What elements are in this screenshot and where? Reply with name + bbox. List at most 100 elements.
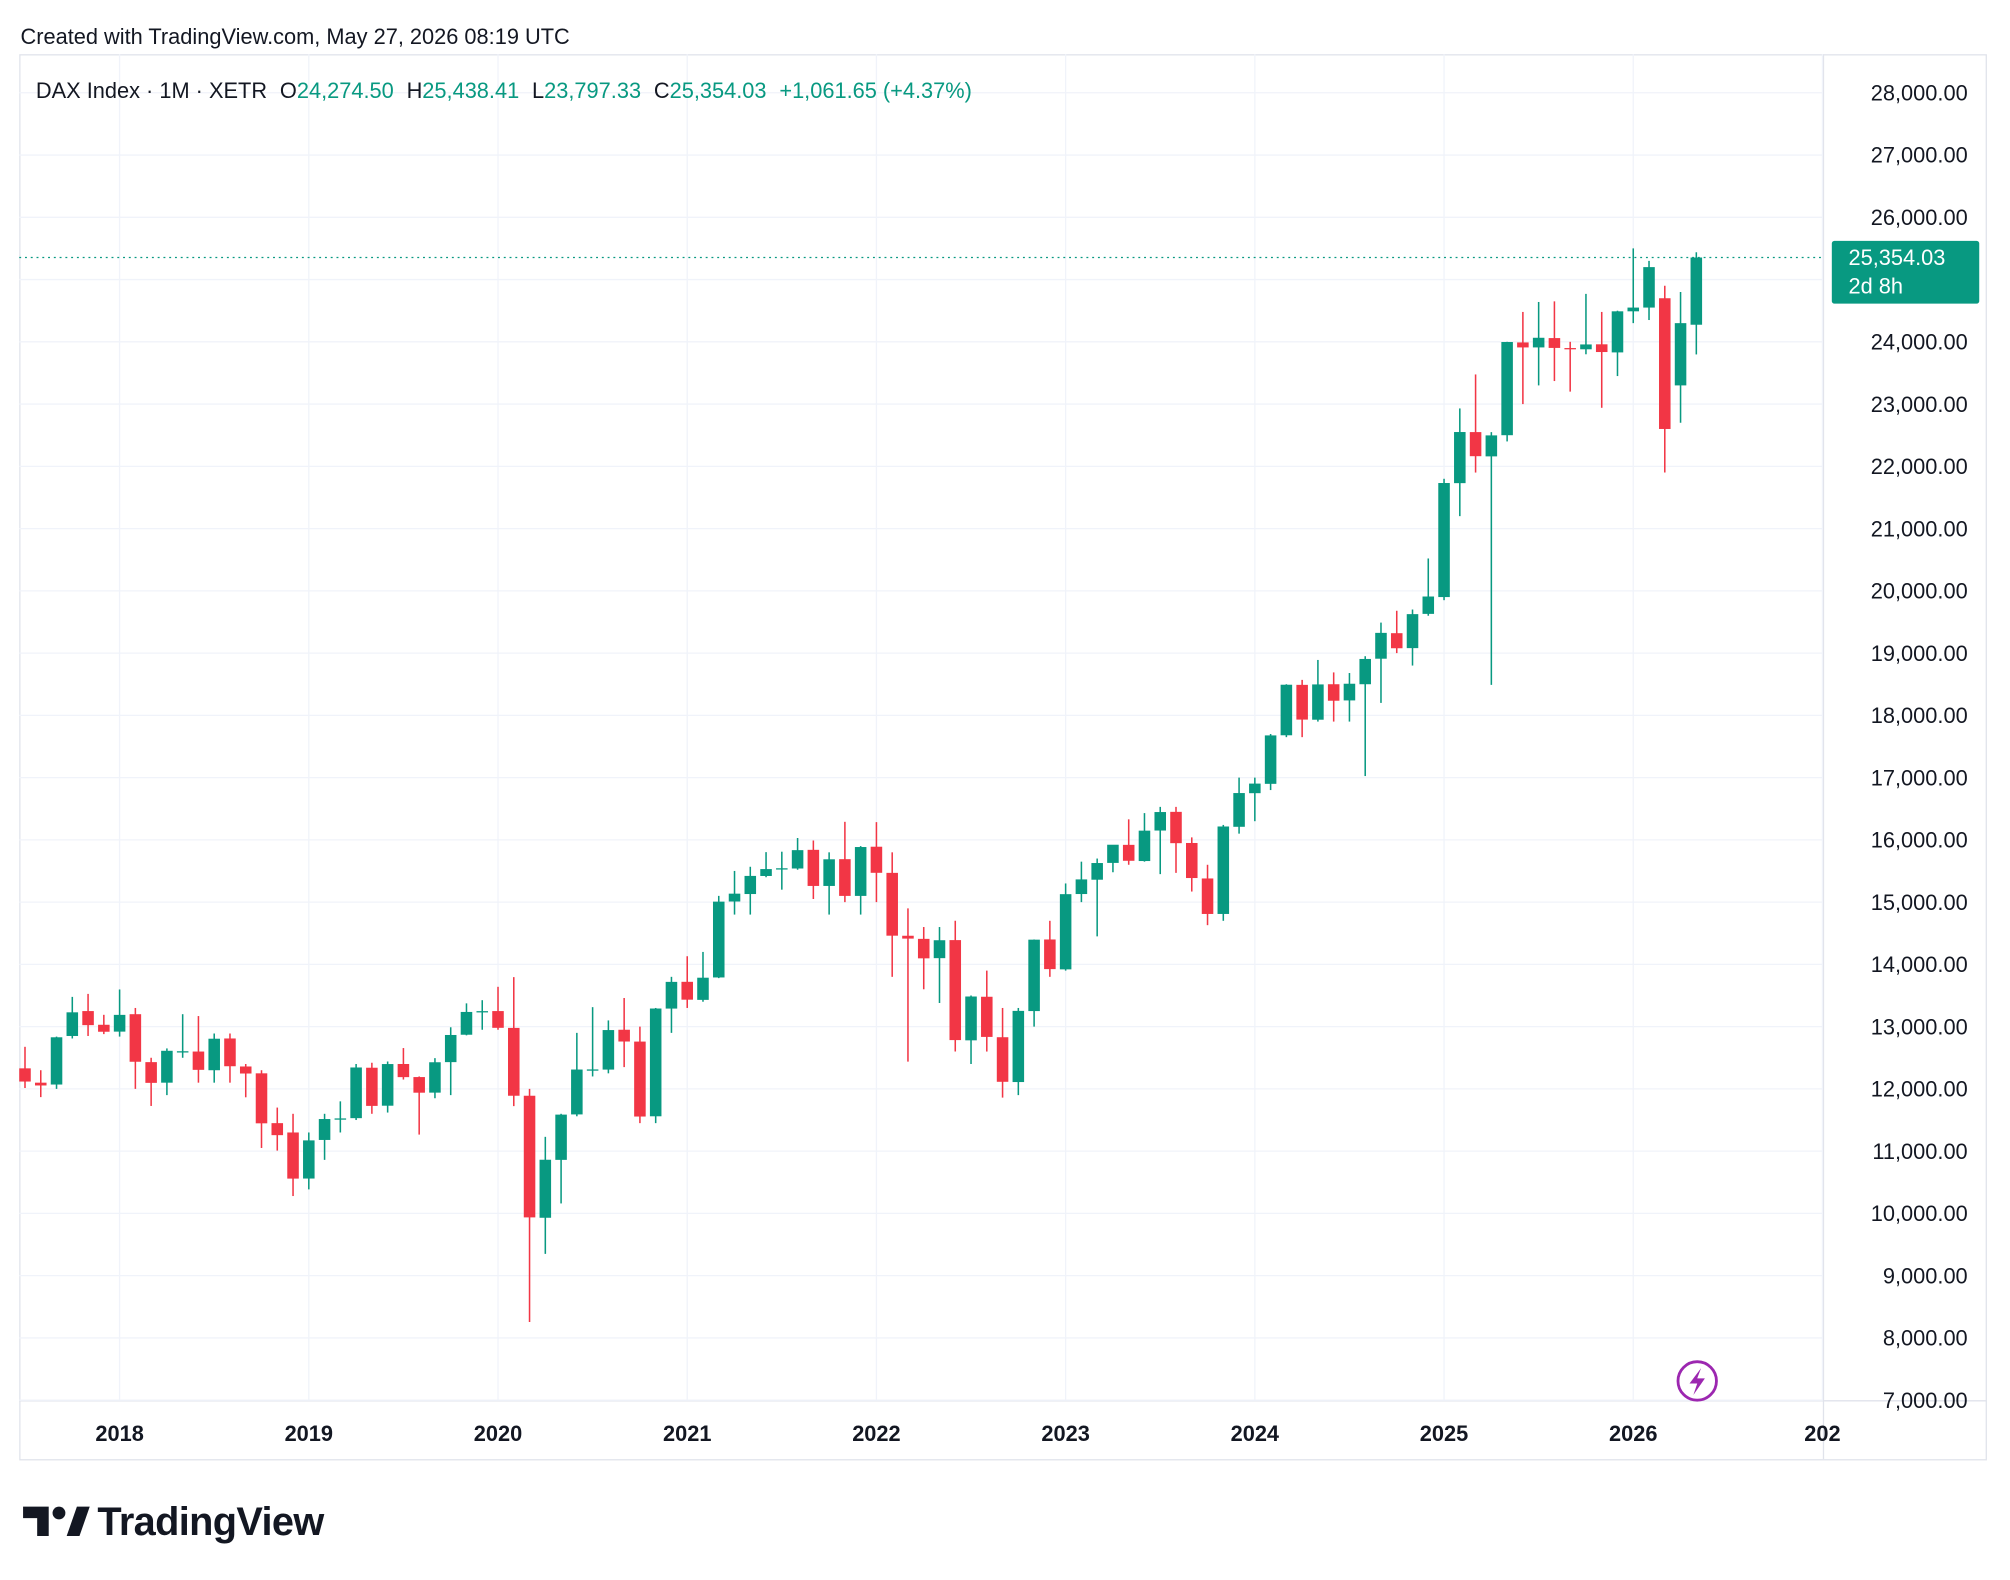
candle-body: [444, 1034, 457, 1063]
candle-body: [334, 1118, 347, 1120]
caption: Created with TradingView.com, May 27, 20…: [21, 24, 570, 49]
y-tick-label: 11,000.00: [1872, 1139, 1967, 1164]
candle-body: [602, 1030, 615, 1070]
candle-body: [807, 849, 820, 886]
candle-body: [760, 869, 772, 876]
candle-body: [1327, 684, 1340, 701]
legend-value: 25,354.03: [670, 78, 767, 103]
candle-body: [1170, 811, 1182, 844]
candle-body: [66, 1012, 79, 1036]
candle-body: [1375, 632, 1387, 659]
candle-body: [1028, 939, 1040, 1012]
candle-body: [34, 1082, 47, 1086]
candle-body: [1454, 432, 1466, 484]
candle-body: [571, 1069, 583, 1115]
candle-body: [1280, 684, 1293, 736]
candle-body: [476, 1011, 489, 1013]
y-tick-label: 9,000.00: [1883, 1263, 1968, 1288]
candle-body: [681, 981, 693, 1000]
x-tick-label: 2025: [1420, 1421, 1468, 1446]
candle-body: [239, 1066, 252, 1074]
candle-body: [1564, 348, 1576, 350]
candle-body: [697, 977, 709, 1000]
candle-body: [1249, 783, 1261, 794]
y-tick-label: 22,000.00: [1871, 454, 1968, 479]
candle-body: [492, 1011, 504, 1028]
candle-body: [1422, 596, 1435, 614]
price-tag: [1831, 240, 1980, 304]
candle-body: [397, 1063, 410, 1078]
candle-body: [791, 850, 804, 869]
candle-body: [949, 940, 962, 1041]
x-tick-label: 2024: [1231, 1421, 1279, 1446]
candles: [19, 248, 1703, 1322]
candle-body: [1517, 342, 1529, 348]
candle-body: [1595, 344, 1608, 353]
price-tag-value: 25,354.03: [1848, 245, 1945, 270]
x-tick-label: 2020: [474, 1421, 522, 1446]
brand: TradingView: [97, 1500, 324, 1544]
lightning-icon[interactable]: [1676, 1360, 1718, 1402]
candle-body: [1075, 879, 1088, 895]
y-tick-label: 10,000.00: [1871, 1201, 1968, 1226]
candle-body: [649, 1008, 662, 1117]
candle-body: [823, 859, 835, 886]
candle-body: [460, 1011, 473, 1035]
y-tick-label: 26,000.00: [1871, 205, 1968, 230]
candle-body: [1643, 267, 1655, 308]
candle-body: [113, 1014, 126, 1032]
legend-key: H: [407, 78, 423, 103]
candle-body: [1186, 842, 1198, 879]
candle-body: [1485, 435, 1498, 457]
candle-body: [1264, 735, 1277, 784]
y-tick-label: 28,000.00: [1871, 80, 1968, 105]
candle-body: [1390, 633, 1403, 649]
symbol: DAX Index · 1M · XETR: [36, 78, 267, 103]
candle-body: [350, 1067, 362, 1119]
candle-body: [19, 1068, 31, 1082]
candle-body: [1091, 863, 1103, 880]
candle-body: [744, 875, 757, 895]
x-tick-label: 202: [1804, 1421, 1840, 1446]
candle-body: [1627, 307, 1640, 312]
legend-key: C: [654, 78, 670, 103]
legend-value: 24,274.50: [297, 78, 394, 103]
candle-body: [1107, 844, 1119, 863]
candle-body: [1690, 257, 1703, 325]
legend-key: L: [532, 78, 544, 103]
y-tick-label: 13,000.00: [1871, 1014, 1968, 1039]
candle-body: [192, 1051, 205, 1070]
candle-body: [50, 1037, 63, 1085]
candle-body: [902, 935, 914, 939]
candle-body: [255, 1073, 268, 1124]
candle-body: [1233, 793, 1245, 827]
candle-body: [429, 1062, 441, 1093]
candle-body: [870, 846, 883, 873]
candle-body: [1201, 878, 1214, 914]
x-tick-label: 2023: [1041, 1421, 1089, 1446]
candle-body: [98, 1024, 110, 1032]
legend-key: O: [280, 78, 297, 103]
candle-body: [1122, 844, 1135, 861]
candle-body: [1059, 894, 1072, 970]
y-tick-label: 14,000.00: [1871, 952, 1968, 977]
candle-body: [586, 1069, 599, 1071]
chart-frame: [19, 54, 1987, 1461]
candle-body: [1154, 812, 1167, 831]
candle-body: [634, 1041, 646, 1117]
candle-body: [366, 1067, 378, 1106]
candle-body: [1296, 684, 1308, 720]
candle-body: [1580, 344, 1592, 350]
candle-body: [145, 1062, 157, 1083]
candle-body: [508, 1027, 520, 1096]
x-tick-label: 2021: [663, 1421, 711, 1446]
candle-body: [1138, 830, 1151, 862]
candle-body: [1312, 684, 1324, 720]
countdown: 2d 8h: [1848, 273, 1903, 298]
y-tick-label: 21,000.00: [1871, 516, 1968, 541]
y-tick-label: 16,000.00: [1871, 828, 1968, 853]
candle-body: [712, 901, 725, 978]
